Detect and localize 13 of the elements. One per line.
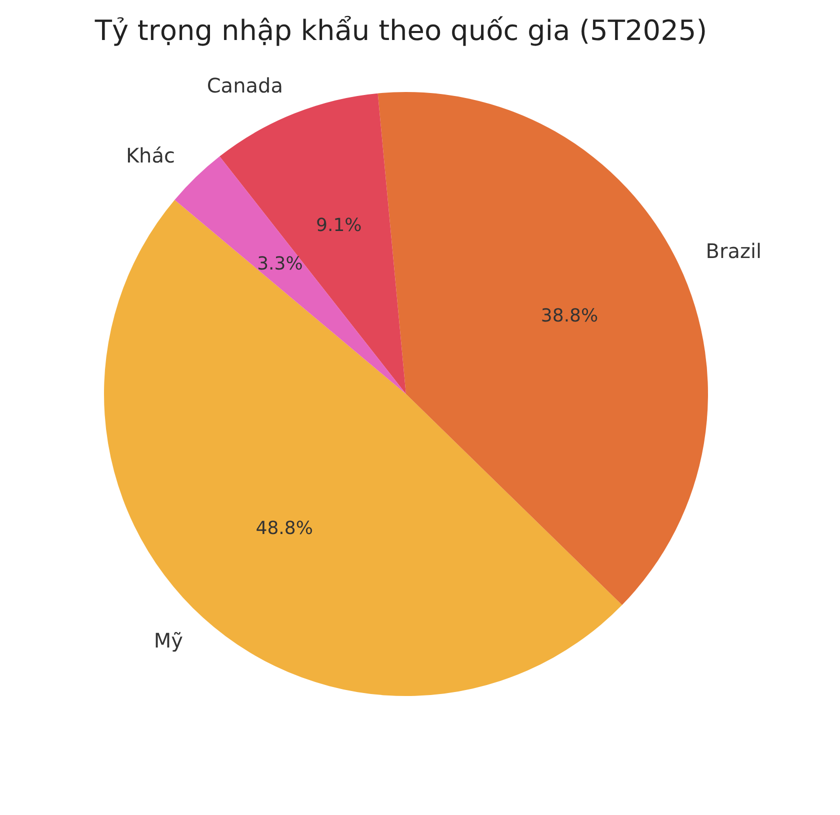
pie-slice xyxy=(378,92,708,605)
slice-label: Mỹ xyxy=(154,628,184,652)
data-label: 38.8% xyxy=(540,305,598,326)
slice-label: Khác xyxy=(126,143,175,168)
slice-label: Brazil xyxy=(706,238,762,263)
chart-title: Tỷ trọng nhập khẩu theo quốc gia (5T2025) xyxy=(94,14,708,47)
data-label: 48.8% xyxy=(256,518,313,539)
data-label: 9.1% xyxy=(316,215,362,236)
pie-slice xyxy=(220,93,406,394)
pie-slice xyxy=(104,200,622,696)
pie-slice xyxy=(174,156,406,394)
slice-label: Canada xyxy=(206,73,283,98)
data-label: 3.3% xyxy=(257,253,303,274)
